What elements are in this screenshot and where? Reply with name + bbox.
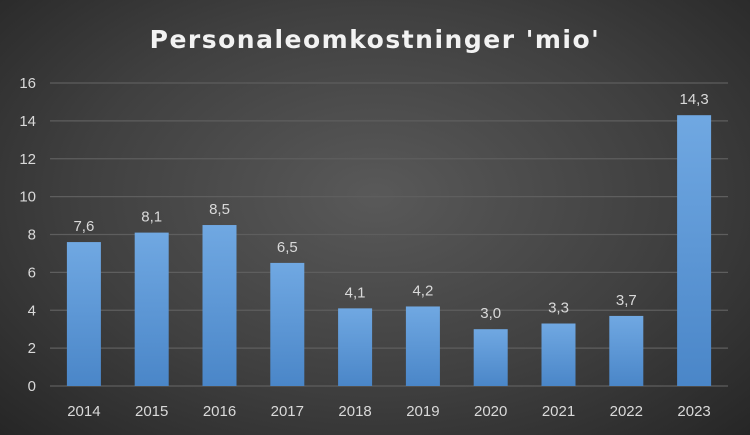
data-label: 6,5 — [277, 239, 298, 256]
y-tick-label: 10 — [19, 189, 36, 206]
x-tick-label: 2023 — [677, 403, 710, 420]
data-label: 8,5 — [209, 201, 230, 218]
bar-2019 — [405, 306, 440, 386]
y-tick-label: 6 — [28, 264, 36, 281]
x-tick-label: 2022 — [610, 403, 643, 420]
bar-2022 — [609, 315, 644, 386]
x-tick-label: 2020 — [474, 403, 507, 420]
bar-2020 — [473, 329, 508, 386]
bar-2015 — [134, 232, 169, 386]
data-label: 3,3 — [548, 300, 569, 317]
y-tick-label: 8 — [28, 227, 36, 244]
x-tick-label: 2017 — [271, 403, 304, 420]
data-label: 14,3 — [679, 91, 708, 108]
y-tick-label: 12 — [19, 151, 36, 168]
x-tick-label: 2015 — [135, 403, 168, 420]
data-label: 4,2 — [412, 282, 433, 299]
y-tick-label: 4 — [28, 302, 36, 319]
bar-2021 — [541, 323, 576, 386]
x-tick-label: 2016 — [203, 403, 236, 420]
x-tick-label: 2019 — [406, 403, 439, 420]
x-tick-label: 2021 — [542, 403, 575, 420]
bar-2017 — [270, 262, 305, 386]
bar-2016 — [202, 225, 237, 386]
y-tick-label: 2 — [28, 340, 36, 357]
y-tick-label: 0 — [28, 378, 36, 395]
data-label: 3,0 — [480, 305, 501, 322]
data-label: 4,1 — [345, 284, 366, 301]
y-tick-label: 16 — [19, 75, 36, 92]
data-label: 7,6 — [73, 218, 94, 235]
data-label: 8,1 — [141, 209, 162, 226]
chart-title: Personaleomkostninger 'mio' — [150, 25, 601, 54]
bar-2014 — [66, 242, 101, 386]
bar-2023 — [677, 115, 712, 386]
x-tick-label: 2018 — [338, 403, 371, 420]
x-tick-label: 2014 — [67, 403, 100, 420]
bar-2018 — [338, 308, 373, 386]
y-tick-label: 14 — [19, 113, 36, 130]
data-label: 3,7 — [616, 292, 637, 309]
